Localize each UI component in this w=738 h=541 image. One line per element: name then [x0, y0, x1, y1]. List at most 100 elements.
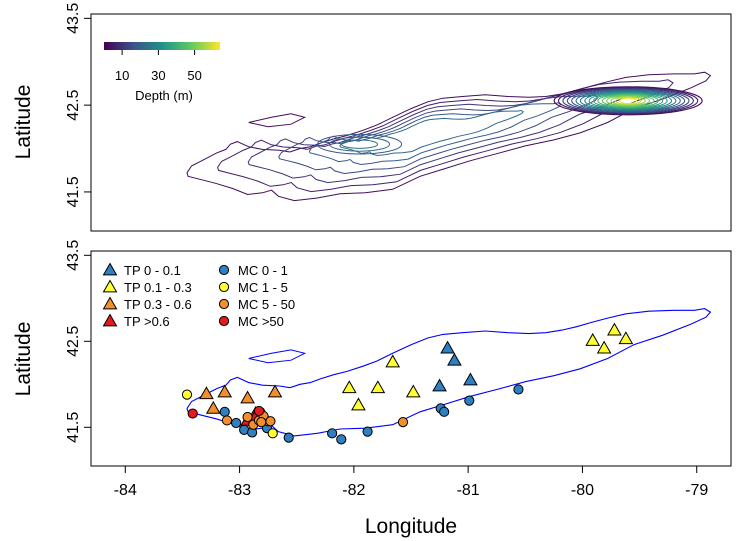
depth-contour-line	[592, 93, 664, 109]
depth-colorbar: 10 30 50 Depth (m)	[104, 42, 220, 103]
depth-contour-line	[553, 86, 703, 116]
colorbar-tick-label: 50	[187, 68, 201, 83]
depth-colorbar-gradient	[104, 42, 220, 50]
depth-colorbar-ticks: 10 30 50	[115, 50, 202, 83]
depth-contour-line	[186, 71, 712, 202]
depth-contours	[186, 71, 712, 202]
depth-contour-line	[619, 97, 638, 105]
tp-point	[217, 384, 233, 398]
legend-label: MC 0 - 1	[238, 263, 288, 278]
depth-contour-line	[571, 89, 686, 113]
depth-contour-line	[562, 87, 694, 114]
tp-point	[405, 384, 421, 398]
sampling-map-y-tick-label: 41.5	[65, 412, 82, 443]
legend-symbol	[218, 281, 230, 293]
depth-contour-line	[278, 94, 599, 175]
lake-shoreline	[186, 308, 712, 437]
legend-label: TP >0.6	[124, 314, 170, 329]
sampling-map-y-tick-label: 43.5	[65, 240, 82, 271]
depth-contour-line	[588, 92, 668, 110]
depth-map-y-axis-title: Latitude	[12, 85, 35, 160]
sampling-map-x-tick-label: -80	[571, 482, 594, 499]
sampling-map-y-tick-label: 42.5	[65, 326, 82, 357]
depth-contour-line	[341, 139, 379, 149]
depth-contour-line	[606, 95, 651, 107]
depth-contour-line	[248, 113, 307, 128]
legend-symbol	[102, 262, 118, 276]
tp-point	[205, 400, 221, 414]
mc-point	[397, 417, 409, 428]
tp-point	[341, 380, 357, 394]
sampling-map-x-tick-label: -81	[457, 482, 480, 499]
sampling-map-y-axis-title: Latitude	[12, 322, 35, 397]
depth-contour-line	[317, 133, 403, 155]
tp-point	[596, 340, 612, 354]
lake-island	[248, 349, 307, 364]
depth-contour-line	[601, 94, 655, 108]
mc-point	[464, 395, 475, 406]
depth-contour-line	[557, 87, 699, 115]
mc-point	[221, 415, 233, 426]
sampling-map-x-axis: -84 -83 -82 -81 -80 -79	[114, 465, 708, 499]
mc-point	[362, 426, 373, 437]
tp-point	[351, 397, 366, 411]
mc-point	[231, 417, 242, 429]
mc-point	[439, 406, 450, 417]
depth-map-y-axis: 41.5 42.5 43.5	[65, 3, 92, 208]
depth-contour-line	[597, 93, 659, 108]
mc-point	[181, 389, 193, 400]
legend-label: TP 0 - 0.1	[124, 263, 181, 278]
legend-label: MC 5 - 50	[238, 297, 295, 312]
mc-point	[253, 405, 265, 417]
sampling-legend: TP 0 - 0.1 TP 0.1 - 0.3 TP 0.3 - 0.6 TP >0.…	[102, 262, 295, 329]
tp-point	[240, 390, 255, 404]
legend-symbol	[218, 264, 230, 276]
depth-contour-line	[610, 96, 646, 106]
depth-contour-line	[584, 91, 673, 111]
legend-symbol	[218, 315, 230, 327]
tp-point	[440, 340, 455, 354]
colorbar-tick-label: 10	[115, 68, 129, 83]
depth-map-y-tick-label: 41.5	[65, 176, 82, 207]
tp-point	[370, 380, 386, 394]
sampling-map-x-axis-title: Longitude	[365, 515, 457, 538]
depth-map-y-tick-label: 42.5	[65, 89, 82, 120]
mc-point	[187, 408, 198, 419]
depth-contour-line	[329, 136, 391, 152]
legend-symbol	[102, 313, 118, 327]
legend-label: TP 0.1 - 0.3	[124, 280, 192, 295]
mc-point	[242, 411, 253, 423]
depth-contour-line	[614, 96, 642, 105]
tp-point	[432, 378, 447, 392]
tp-point	[463, 372, 478, 386]
sampling-map-x-tick-label: -83	[228, 482, 251, 499]
mc-point	[267, 428, 278, 439]
sampling-points	[181, 322, 634, 445]
tp-point	[618, 331, 634, 345]
mc-point	[513, 384, 524, 395]
sampling-map-x-tick-label: -84	[114, 482, 137, 499]
sampling-map-panel: 41.5 42.5 43.5 -84 -83 -82 -81 -80 -79 Latitude…	[12, 240, 732, 538]
mc-point	[283, 432, 294, 443]
tp-point	[585, 332, 601, 346]
depth-map-panel: 41.5 42.5 43.5 Latitude 10 30 50 Depth (m)	[12, 3, 732, 232]
depth-contour-line	[566, 88, 690, 114]
colorbar-tick-label: 30	[151, 68, 165, 83]
depth-contour-line	[579, 90, 677, 111]
tp-point	[447, 352, 462, 366]
depth-contour-line	[308, 102, 562, 166]
mc-point	[219, 406, 230, 417]
depth-contour-line	[217, 79, 674, 193]
legend-symbol	[102, 279, 118, 293]
mc-point	[265, 416, 276, 427]
mc-point	[327, 428, 338, 439]
tp-point	[267, 384, 283, 398]
depth-colorbar-label: Depth (m)	[135, 88, 193, 103]
mc-point	[336, 434, 347, 445]
legend-label: TP 0.3 - 0.6	[124, 297, 192, 312]
sampling-map-y-axis: 41.5 42.5 43.5	[65, 240, 92, 443]
tp-point	[385, 354, 401, 368]
legend-label: MC >50	[238, 314, 284, 329]
depth-contour-line	[247, 86, 637, 184]
